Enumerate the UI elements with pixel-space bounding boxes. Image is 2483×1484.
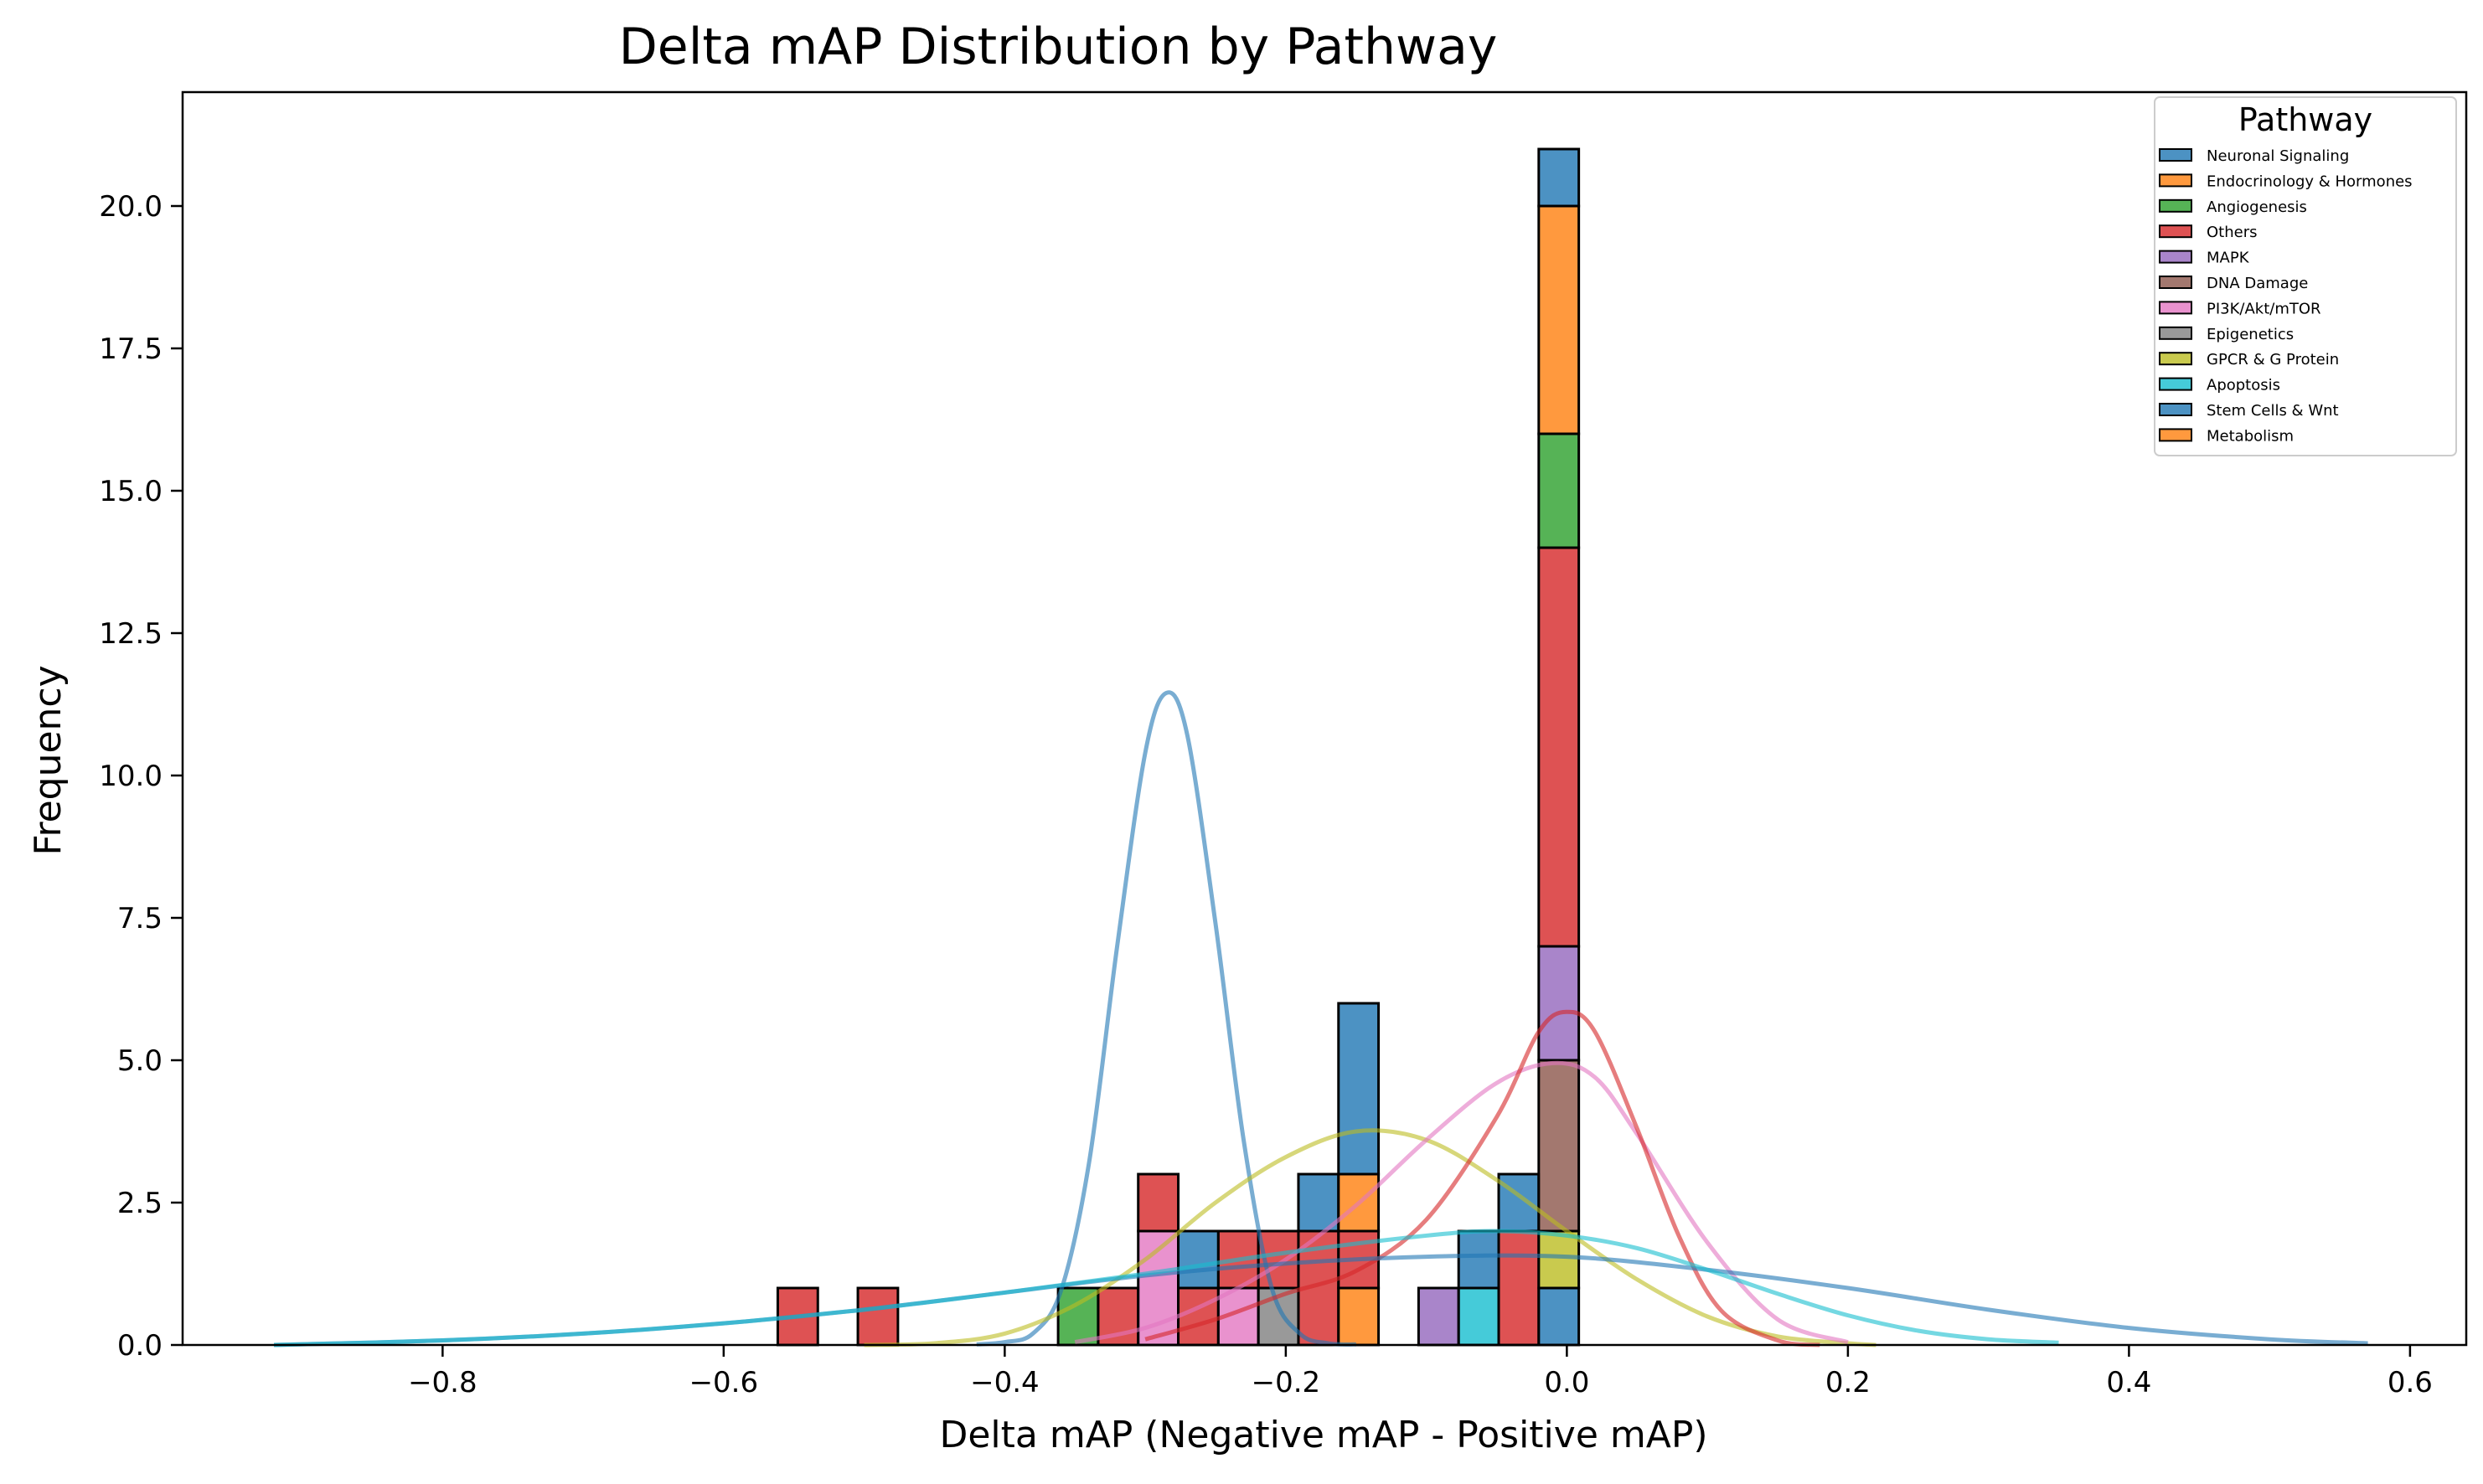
x-axis-label: Delta mAP (Negative mAP - Positive mAP) <box>939 1414 1707 1456</box>
y-tick-label: 17.5 <box>99 332 163 366</box>
x-tick-label: 0.2 <box>1825 1366 1871 1399</box>
y-tick-label: 10.0 <box>99 760 163 793</box>
kde-curve <box>1074 1060 1849 1345</box>
legend-swatch <box>2159 173 2192 188</box>
legend-swatch <box>2159 301 2192 315</box>
y-tick-label: 5.0 <box>117 1044 163 1078</box>
legend-entry: Apoptosis <box>2207 377 2280 394</box>
kde-curves <box>273 690 2368 1347</box>
legend-swatch <box>2159 148 2192 162</box>
y-tick-label: 20.0 <box>99 190 163 224</box>
bar-segment <box>1137 1172 1180 1233</box>
bar-segment <box>1337 1002 1381 1176</box>
bar-segment <box>1337 1286 1381 1347</box>
y-tick-label: 2.5 <box>117 1187 163 1220</box>
legend-box <box>2154 96 2457 456</box>
bar-segment <box>1457 1286 1500 1347</box>
bar-segment <box>1177 1229 1220 1290</box>
legend-entry: MAPK <box>2207 250 2250 267</box>
x-tick-label: 0.0 <box>1544 1366 1589 1399</box>
bar-segment <box>1537 204 1581 435</box>
legend-swatch <box>2159 352 2192 366</box>
histogram-bars <box>776 147 1581 1347</box>
legend-swatch <box>2159 428 2192 442</box>
kde-curve <box>976 690 1356 1347</box>
legend-swatch <box>2159 198 2192 213</box>
bar-segment <box>1537 1059 1581 1233</box>
legend-entry: Stem Cells & Wnt <box>2207 402 2339 420</box>
bar-segment <box>1177 1286 1220 1347</box>
x-tick-label: −0.6 <box>689 1366 759 1399</box>
bar-segment <box>1497 1229 1541 1347</box>
legend: Pathway Neuronal Signaling Endocrinology &… <box>2154 96 2457 456</box>
legend-title: Pathway <box>2238 101 2372 138</box>
bar-segment <box>1537 546 1581 948</box>
legend-entry: Neuronal Signaling <box>2207 147 2349 165</box>
legend-entry: Others <box>2207 224 2258 241</box>
legend-entry: Angiogenesis <box>2207 198 2307 216</box>
legend-swatch <box>2159 250 2192 264</box>
bar-segment <box>1417 1286 1460 1347</box>
legend-entry: Metabolism <box>2207 427 2294 445</box>
y-tick-label: 15.0 <box>99 475 163 508</box>
legend-entry: GPCR & G Protein <box>2207 351 2339 368</box>
bar-segment <box>856 1286 900 1347</box>
bar-segment <box>1297 1172 1340 1233</box>
legend-swatch <box>2159 403 2192 416</box>
legend-swatch <box>2159 276 2192 289</box>
axes: −0.8 −0.6 −0.4 −0.2 0.0 0.2 0.4 0.6 0.0 2.5 5.0 7.5… <box>99 90 2468 1399</box>
bar-segment <box>1497 1172 1541 1233</box>
legend-entry: Epigenetics <box>2207 326 2294 343</box>
bar-segment <box>1537 432 1581 549</box>
y-tick-label: 7.5 <box>117 902 163 935</box>
x-tick-label: −0.2 <box>1252 1366 1321 1399</box>
chart-title: Delta mAP Distribution by Pathway <box>619 18 1498 76</box>
legend-swatch <box>2159 326 2192 340</box>
y-axis-label: Frequency <box>27 665 70 855</box>
kde-curve <box>864 1128 1876 1347</box>
x-tick-label: −0.8 <box>408 1366 478 1399</box>
bar-segment <box>1537 945 1581 1062</box>
x-tick-label: −0.4 <box>970 1366 1040 1399</box>
legend-entry: PI3K/Akt/mTOR <box>2207 300 2321 317</box>
legend-swatch <box>2159 377 2192 391</box>
bar-segment <box>1537 1229 1581 1290</box>
bar-segment <box>1457 1229 1500 1290</box>
x-tick-label: 0.6 <box>2388 1366 2433 1399</box>
legend-entry: DNA Damage <box>2207 275 2308 292</box>
x-tick-label: 0.4 <box>2106 1366 2151 1399</box>
bar-segment <box>1537 1286 1581 1347</box>
bar-segment <box>1537 147 1581 208</box>
plot-frame <box>181 90 2468 1347</box>
y-tick-label: 0.0 <box>117 1329 163 1363</box>
kde-curve <box>1144 1009 1820 1347</box>
kde-curve <box>273 1229 2059 1347</box>
legend-entry: Endocrinology & Hormones <box>2207 173 2413 190</box>
legend-swatch <box>2159 224 2192 239</box>
y-tick-label: 12.5 <box>99 617 163 651</box>
